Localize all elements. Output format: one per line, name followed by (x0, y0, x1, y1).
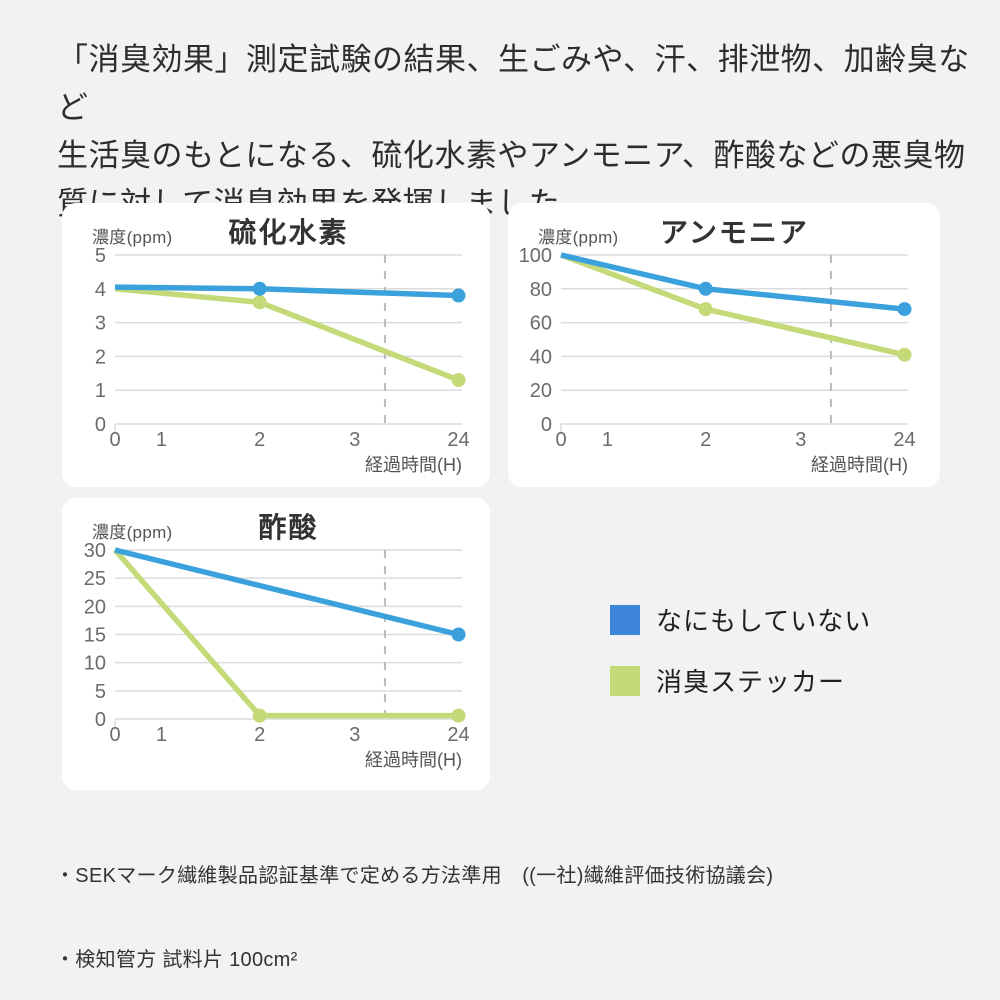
x-tick-label: 24 (447, 724, 469, 746)
note-line-1: ・SEKマーク繊維製品認証基準で定める方法準用 ((一社)繊維評価技術協議会) (55, 865, 774, 887)
heading-text: 「消臭効果」測定試験の結果、生ごみや、汗、排泄物、加齢臭など 生活臭のもとになる… (57, 36, 1000, 228)
heading-line-1: 「消臭効果」測定試験の結果、生ごみや、汗、排泄物、加齢臭など (57, 42, 970, 125)
y-tick-label: 5 (95, 245, 106, 267)
y-axis-unit-label: 濃度(ppm) (92, 523, 173, 542)
x-tick-label: 1 (156, 724, 167, 746)
series-dot (252, 295, 267, 310)
y-tick-label: 1 (95, 380, 106, 402)
series-line (560, 252, 905, 312)
x-tick-label: 1 (602, 429, 613, 451)
y-axis-unit-label: 濃度(ppm) (92, 228, 173, 247)
series-dot (698, 302, 713, 317)
y-tick-label: 0 (95, 414, 106, 436)
y-tick-label: 4 (95, 279, 106, 301)
x-axis-unit-label: 経過時間(H) (365, 455, 462, 475)
series-line (114, 286, 460, 383)
series-dot (252, 708, 267, 723)
y-tick-label: 2 (95, 346, 106, 368)
test-method-notes: ・SEKマーク繊維製品認証基準で定める方法準用 ((一社)繊維評価技術協議会) … (55, 806, 869, 1000)
heading-line-2: 生活臭のもとになる、硫化水素やアンモニア、酢酸などの悪臭物 (57, 138, 966, 173)
hydrogen-sulfide-plot: 0 1 2 3 4 5 0 1 2 3 24 (95, 245, 470, 451)
ammonia-plot: 0 20 40 60 80 100 0 1 2 3 24 (519, 245, 916, 451)
y-tick-label: 30 (84, 540, 106, 562)
x-tick-label: 3 (795, 429, 806, 451)
y-tick-label: 20 (530, 380, 552, 402)
series-dot (897, 347, 912, 362)
x-tick-label: 0 (555, 429, 566, 451)
x-axis-unit-label: 経過時間(H) (365, 750, 462, 770)
note-line-2: ・検知管方 試料片 100cm² (55, 949, 298, 971)
y-tick-label: 25 (84, 568, 106, 590)
series-dot (698, 281, 713, 296)
series-dot (451, 708, 466, 723)
chart-card-hydrogen-sulfide: 0 1 2 3 4 5 0 1 2 3 24 濃度(ppm) 硫化水素 経過時間(H) (62, 203, 490, 487)
y-tick-label: 5 (95, 681, 106, 703)
legend: なにもしていない 消臭ステッカー (610, 601, 871, 723)
chart-title: 硫化水素 (228, 217, 349, 248)
y-tick-label: 100 (519, 245, 552, 267)
y-tick-label: 0 (541, 414, 552, 436)
x-axis-unit-label: 経過時間(H) (811, 455, 908, 475)
y-tick-label: 20 (84, 596, 106, 618)
legend-item-deodorant-sticker: 消臭ステッカー (610, 662, 871, 699)
series-dot (451, 373, 466, 388)
chart-title: アンモニア (660, 217, 809, 248)
series-dot (252, 281, 267, 296)
deodorant-sticker-color-swatch (610, 665, 640, 696)
y-tick-label: 0 (95, 709, 106, 731)
x-tick-label: 0 (109, 724, 120, 746)
y-tick-label: 10 (84, 653, 106, 675)
x-tick-label: 0 (109, 429, 120, 451)
series-line (114, 547, 460, 638)
y-tick-label: 40 (530, 346, 552, 368)
series-dot (897, 302, 912, 317)
y-tick-label: 3 (95, 313, 106, 335)
series-dot (451, 627, 466, 642)
untreated-color-swatch (610, 604, 640, 635)
x-tick-label: 2 (254, 429, 265, 451)
x-tick-label: 3 (349, 724, 360, 746)
x-tick-label: 24 (447, 429, 469, 451)
y-tick-label: 80 (530, 279, 552, 301)
y-tick-label: 60 (530, 313, 552, 335)
legend-item-untreated: なにもしていない (610, 601, 871, 638)
x-tick-label: 2 (254, 724, 265, 746)
chart-card-acetic-acid: 0 5 10 15 20 25 30 0 1 2 3 24 濃度(ppm) 酢酸 経過時間(H) (62, 498, 490, 790)
y-tick-label: 15 (84, 625, 106, 647)
chart-card-ammonia: 0 20 40 60 80 100 0 1 2 3 24 濃度(ppm) アンモニア 経過時間(H) (508, 203, 940, 487)
legend-label-deodorant-sticker: 消臭ステッカー (656, 667, 846, 697)
legend-label-untreated: なにもしていない (656, 606, 872, 636)
x-tick-label: 1 (156, 429, 167, 451)
x-tick-label: 2 (700, 429, 711, 451)
y-axis-unit-label: 濃度(ppm) (538, 228, 619, 247)
x-tick-label: 24 (893, 429, 915, 451)
chart-title: 酢酸 (258, 512, 319, 543)
x-tick-label: 3 (349, 429, 360, 451)
series-dot (451, 288, 466, 303)
